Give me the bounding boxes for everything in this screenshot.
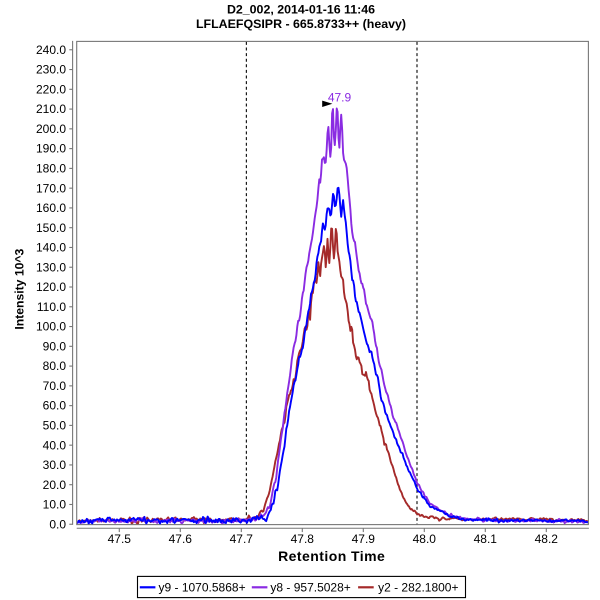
svg-text:240.0: 240.0 [36,43,66,57]
svg-text:48.2: 48.2 [535,532,559,546]
svg-text:47.7: 47.7 [230,532,254,546]
svg-text:80.0: 80.0 [43,359,67,373]
svg-text:LFLAEFQSIPR - 665.8733++ (heav: LFLAEFQSIPR - 665.8733++ (heavy) [196,17,406,31]
svg-text:110.0: 110.0 [37,300,66,314]
svg-text:20.0: 20.0 [43,478,67,492]
svg-text:50.0: 50.0 [43,419,67,433]
svg-text:y9 - 1070.5868+: y9 - 1070.5868+ [159,581,246,595]
svg-text:0.0: 0.0 [49,517,66,531]
svg-text:180.0: 180.0 [36,161,66,175]
svg-text:47.9: 47.9 [352,532,376,546]
svg-text:70.0: 70.0 [43,379,67,393]
svg-text:230.0: 230.0 [36,63,66,77]
svg-text:30.0: 30.0 [43,458,67,472]
svg-text:D2_002, 2014-01-16 11:46: D2_002, 2014-01-16 11:46 [227,2,375,16]
svg-text:10.0: 10.0 [43,498,67,512]
svg-text:48.1: 48.1 [474,532,498,546]
svg-text:47.6: 47.6 [169,532,193,546]
svg-text:90.0: 90.0 [43,339,67,353]
svg-text:60.0: 60.0 [43,399,67,413]
svg-text:47.9: 47.9 [328,90,352,104]
svg-text:210.0: 210.0 [36,102,66,116]
svg-text:130.0: 130.0 [36,260,66,274]
svg-text:190.0: 190.0 [36,142,66,156]
svg-text:100.0: 100.0 [36,320,66,334]
svg-text:170.0: 170.0 [36,181,66,195]
svg-text:48.0: 48.0 [413,532,437,546]
svg-text:Intensity 10^3: Intensity 10^3 [12,249,26,330]
svg-text:Retention Time: Retention Time [278,548,385,564]
svg-text:200.0: 200.0 [36,122,66,136]
svg-text:160.0: 160.0 [36,201,66,215]
svg-text:120.0: 120.0 [36,280,66,294]
svg-text:47.8: 47.8 [291,532,315,546]
svg-text:150.0: 150.0 [36,221,66,235]
svg-text:140.0: 140.0 [36,241,66,255]
svg-text:40.0: 40.0 [43,438,67,452]
svg-text:y8 - 957.5028+: y8 - 957.5028+ [270,581,350,595]
svg-text:y2 - 282.1800+: y2 - 282.1800+ [378,581,458,595]
svg-text:47.5: 47.5 [108,532,132,546]
svg-text:220.0: 220.0 [36,82,66,96]
